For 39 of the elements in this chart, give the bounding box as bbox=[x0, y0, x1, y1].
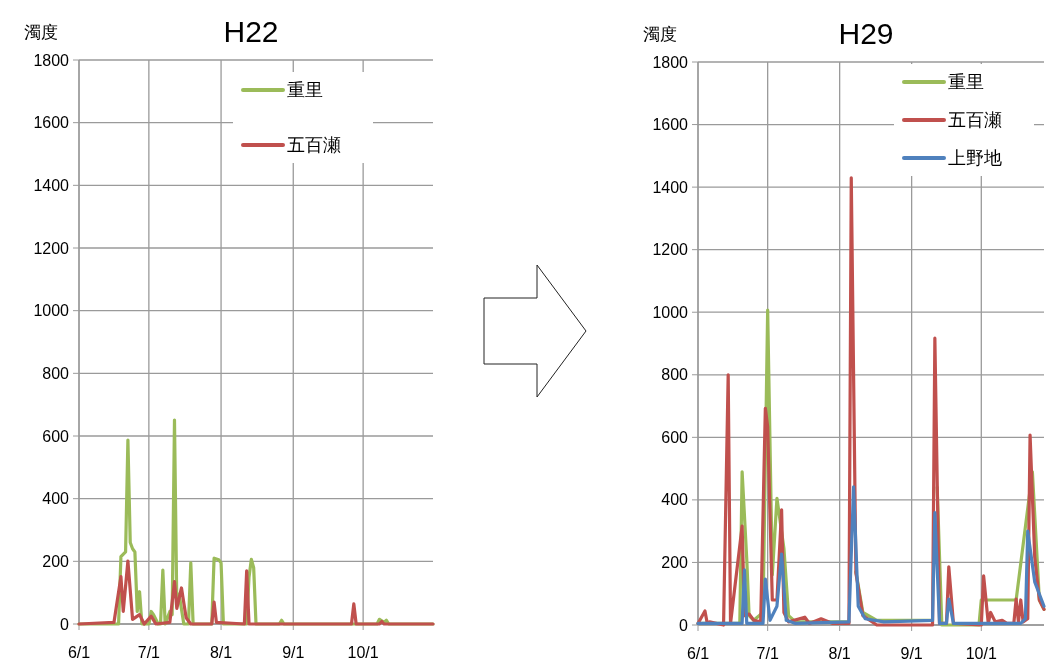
x-tick-label: 9/1 bbox=[900, 645, 923, 662]
y-tick-label: 1600 bbox=[652, 116, 689, 134]
x-tick-label: 8/1 bbox=[828, 645, 851, 662]
y-tick-label: 200 bbox=[42, 552, 70, 570]
y-tick-label: 800 bbox=[661, 366, 689, 384]
x-tick-label: 10/1 bbox=[965, 645, 997, 662]
x-tick-label: 7/1 bbox=[137, 644, 161, 661]
x-tick-label: 6/1 bbox=[67, 644, 91, 661]
y-axis-title: 濁度 bbox=[643, 25, 677, 44]
y-tick-label: 600 bbox=[661, 428, 689, 446]
x-tick-label: 9/1 bbox=[282, 644, 305, 661]
y-tick-label: 1000 bbox=[33, 302, 70, 320]
legend-label: 五百瀬 bbox=[948, 110, 1002, 131]
y-tick-label: 1800 bbox=[33, 51, 70, 69]
legend-label: 重里 bbox=[948, 72, 984, 93]
y-tick-label: 400 bbox=[42, 490, 70, 508]
y-tick-label: 1000 bbox=[652, 303, 689, 321]
chart-title: H22 bbox=[223, 15, 279, 48]
y-tick-label: 1400 bbox=[33, 176, 70, 194]
x-tick-label: 7/1 bbox=[756, 645, 779, 662]
y-tick-label: 1200 bbox=[33, 239, 70, 257]
y-axis-title: 濁度 bbox=[24, 23, 58, 42]
y-tick-label: 1800 bbox=[652, 53, 689, 71]
y-tick-label: 1600 bbox=[33, 114, 70, 132]
legend-label: 重里 bbox=[287, 80, 323, 101]
y-tick-label: 1200 bbox=[652, 241, 689, 259]
y-tick-label: 800 bbox=[42, 364, 70, 382]
y-tick-label: 200 bbox=[661, 554, 689, 572]
x-tick-label: 8/1 bbox=[209, 644, 233, 661]
legend-label: 上野地 bbox=[948, 148, 1002, 169]
chart-title: H29 bbox=[838, 17, 894, 50]
x-tick-label: 10/1 bbox=[347, 644, 379, 661]
y-tick-label: 400 bbox=[661, 491, 689, 509]
x-tick-label: 6/1 bbox=[686, 645, 710, 662]
y-tick-label: 600 bbox=[42, 427, 70, 445]
y-tick-label: 0 bbox=[60, 615, 70, 633]
y-tick-label: 1400 bbox=[652, 178, 689, 196]
legend-label: 五百瀬 bbox=[287, 135, 341, 156]
y-tick-label: 0 bbox=[679, 616, 689, 634]
